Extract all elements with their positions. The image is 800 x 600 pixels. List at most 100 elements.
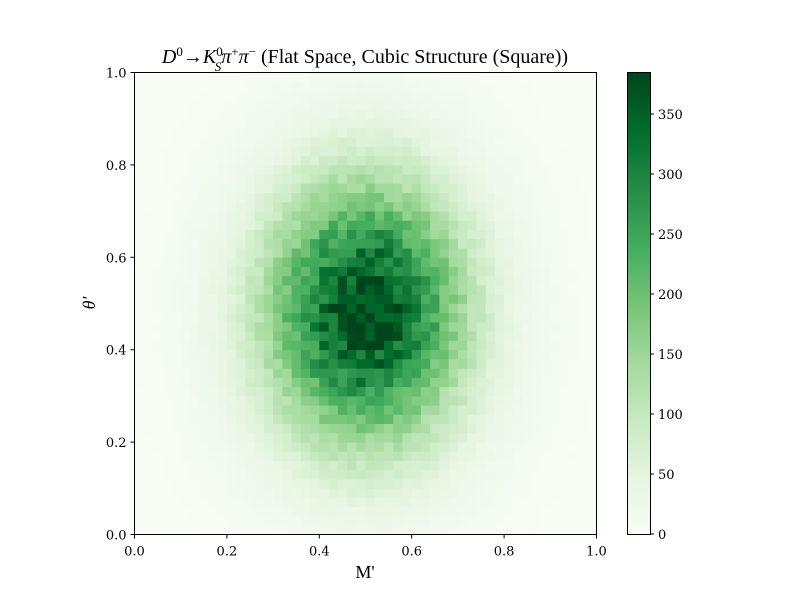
heatmap-cell — [189, 414, 200, 425]
heatmap-cell — [347, 192, 357, 203]
heatmap-cell — [134, 118, 145, 129]
heatmap-cell — [319, 516, 329, 526]
heatmap-cell — [189, 469, 200, 480]
heatmap-cell — [337, 100, 348, 110]
heatmap-cell — [393, 137, 403, 147]
heatmap-cell — [439, 229, 450, 240]
heatmap-cell — [485, 349, 496, 360]
heatmap-cell — [282, 109, 292, 120]
heatmap-cell — [134, 386, 145, 397]
heatmap-cell — [383, 81, 394, 92]
heatmap-cell — [189, 238, 200, 249]
heatmap-cell — [578, 525, 588, 535]
heatmap-cell — [273, 220, 283, 230]
heatmap-cell — [587, 516, 597, 526]
heatmap-cell — [402, 174, 413, 184]
heatmap-cell — [393, 506, 403, 517]
heatmap-cell — [531, 303, 542, 314]
heatmap-cell — [300, 368, 311, 378]
heatmap-cell — [217, 368, 228, 378]
heatmap-cell — [522, 238, 533, 249]
heatmap-cell — [310, 164, 320, 175]
heatmap-cell — [282, 164, 292, 175]
heatmap-cell — [273, 506, 283, 517]
heatmap-cell — [365, 479, 376, 489]
heatmap-cell — [208, 358, 219, 369]
heatmap-cell — [347, 405, 357, 415]
heatmap-cell — [180, 285, 191, 295]
heatmap-cell — [550, 285, 560, 295]
heatmap-cell — [162, 257, 172, 267]
heatmap-cell — [550, 506, 560, 517]
heatmap-cell — [356, 220, 366, 230]
heatmap-cell — [189, 90, 200, 101]
heatmap-cell — [568, 349, 579, 360]
heatmap-cell — [504, 257, 514, 267]
heatmap-cell — [439, 90, 450, 101]
heatmap-cell — [587, 423, 597, 434]
heatmap-cell — [568, 377, 579, 388]
heatmap-cell — [550, 386, 560, 397]
heatmap-cell — [319, 127, 329, 138]
heatmap-cell — [180, 469, 191, 480]
heatmap-cell — [550, 248, 560, 258]
heatmap-cell — [383, 118, 394, 129]
heatmap-cell — [578, 432, 588, 443]
heatmap-cell — [337, 516, 348, 526]
heatmap-cell — [254, 405, 265, 415]
heatmap-cell — [319, 137, 329, 147]
heatmap-cell — [393, 331, 403, 341]
heatmap-cell — [162, 358, 172, 369]
heatmap-cell — [578, 414, 588, 425]
heatmap-cell — [365, 340, 376, 351]
heatmap-cell — [319, 460, 329, 471]
heatmap-cell — [208, 266, 219, 277]
heatmap-cell — [226, 516, 237, 526]
heatmap-cell — [550, 405, 560, 415]
heatmap-cell — [226, 174, 237, 184]
heatmap-cell — [430, 174, 440, 184]
heatmap-cell — [356, 174, 366, 184]
heatmap-cell — [171, 90, 182, 101]
heatmap-cell — [485, 164, 496, 175]
heatmap-cell — [208, 146, 219, 157]
heatmap-cell — [263, 497, 274, 508]
heatmap-cell — [319, 294, 329, 304]
heatmap-cell — [485, 294, 496, 304]
heatmap-cell — [494, 423, 505, 434]
heatmap-cell — [347, 497, 357, 508]
heatmap-cell — [328, 451, 339, 461]
heatmap-cell — [189, 331, 200, 341]
heatmap-cell — [402, 183, 413, 194]
heatmap-cell — [347, 377, 357, 388]
heatmap-cell — [439, 469, 450, 480]
heatmap-cell — [467, 451, 477, 461]
heatmap-cell — [337, 312, 348, 323]
heatmap-cell — [374, 321, 385, 332]
heatmap-cell — [541, 137, 551, 147]
heatmap-cell — [476, 211, 487, 221]
heatmap-cell — [263, 257, 274, 267]
heatmap-cell — [162, 100, 172, 110]
heatmap-cell — [208, 285, 219, 295]
heatmap-cell — [383, 423, 394, 434]
heatmap-cell — [337, 127, 348, 138]
heatmap-cell — [531, 488, 542, 498]
heatmap-cell — [291, 81, 302, 92]
heatmap-cell — [365, 146, 376, 157]
heatmap-cell — [383, 479, 394, 489]
heatmap-cell — [513, 321, 523, 332]
heatmap-cell — [439, 100, 450, 110]
heatmap-cell — [337, 155, 348, 166]
heatmap-cell — [337, 331, 348, 341]
heatmap-cell — [310, 442, 320, 452]
heatmap-cell — [337, 386, 348, 397]
heatmap-cell — [300, 100, 311, 110]
heatmap-cell — [513, 229, 523, 240]
heatmap-cell — [263, 155, 274, 166]
heatmap-cell — [282, 432, 292, 443]
heatmap-cell — [171, 368, 182, 378]
heatmap-cell — [236, 488, 246, 498]
heatmap-cell — [236, 395, 246, 406]
heatmap-cell — [365, 321, 376, 332]
